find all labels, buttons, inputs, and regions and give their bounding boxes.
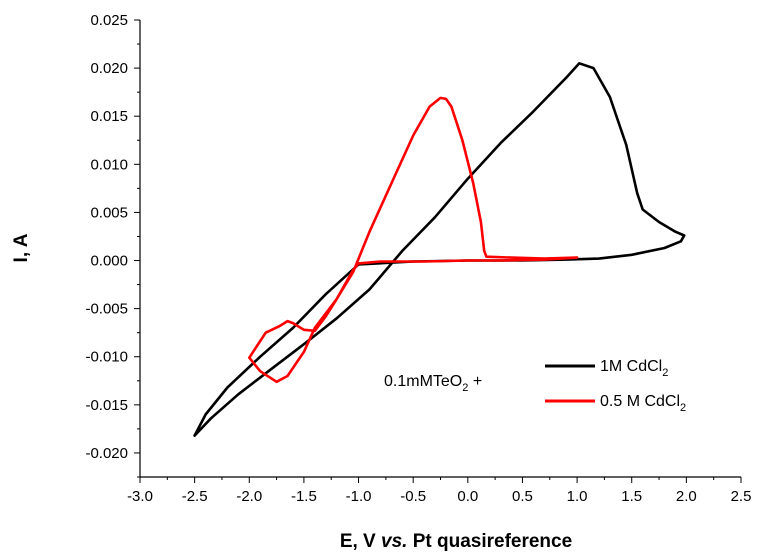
y-tick-label: 0.000 [90,253,128,270]
x-tick-label: -3.0 [127,488,153,505]
y-tick-label: 0.020 [90,60,128,77]
series-layer [193,62,686,437]
x-axis: -3.0 -2.5 -2.0 -1.5 -1.0 -0.5 0.0 0.5 1.0 1.5 2.0 2… [127,477,751,505]
x-tick-label: 2.5 [731,488,752,505]
x-tick-label: 0.0 [457,488,478,505]
legend-label-0-5m: 0.5 M CdCl2 [600,393,686,414]
y-tick-label: -0.015 [85,397,128,414]
y-tick-label: -0.010 [85,349,128,366]
y-axis-title: I, A [11,233,32,262]
legend-label-1m: 1M CdCl2 [600,358,668,379]
legend: 0.1mMTeO2 + 1M CdCl2 0.5 M CdCl2 [384,358,686,414]
y-axis: -0.020 -0.015 -0.010 -0.005 0.000 0.005 0.010 0… [85,12,140,478]
x-axis-title: E, V vs. Pt quasireference [340,531,572,552]
y-tick-label: 0.010 [90,156,128,173]
y-tick-label: -0.020 [85,445,128,462]
x-tick-label: -1.5 [291,488,317,505]
x-tick-label: -2.5 [182,488,208,505]
y-tick-label: 0.025 [90,12,128,29]
series-line-0-5m-cdcl2 [248,96,579,384]
y-tick-label: 0.015 [90,108,128,125]
x-tick-label: 2.0 [676,488,697,505]
y-tick-label: 0.005 [90,204,128,221]
x-tick-label: 1.0 [567,488,588,505]
x-tick-label: 1.5 [621,488,642,505]
x-tick-label: -1.0 [346,488,372,505]
x-tick-label: -2.0 [236,488,262,505]
legend-prefix: 0.1mMTeO2 + [384,373,482,394]
x-tick-label: -0.5 [400,488,426,505]
x-tick-label: 0.5 [512,488,533,505]
y-tick-label: -0.005 [85,301,128,318]
